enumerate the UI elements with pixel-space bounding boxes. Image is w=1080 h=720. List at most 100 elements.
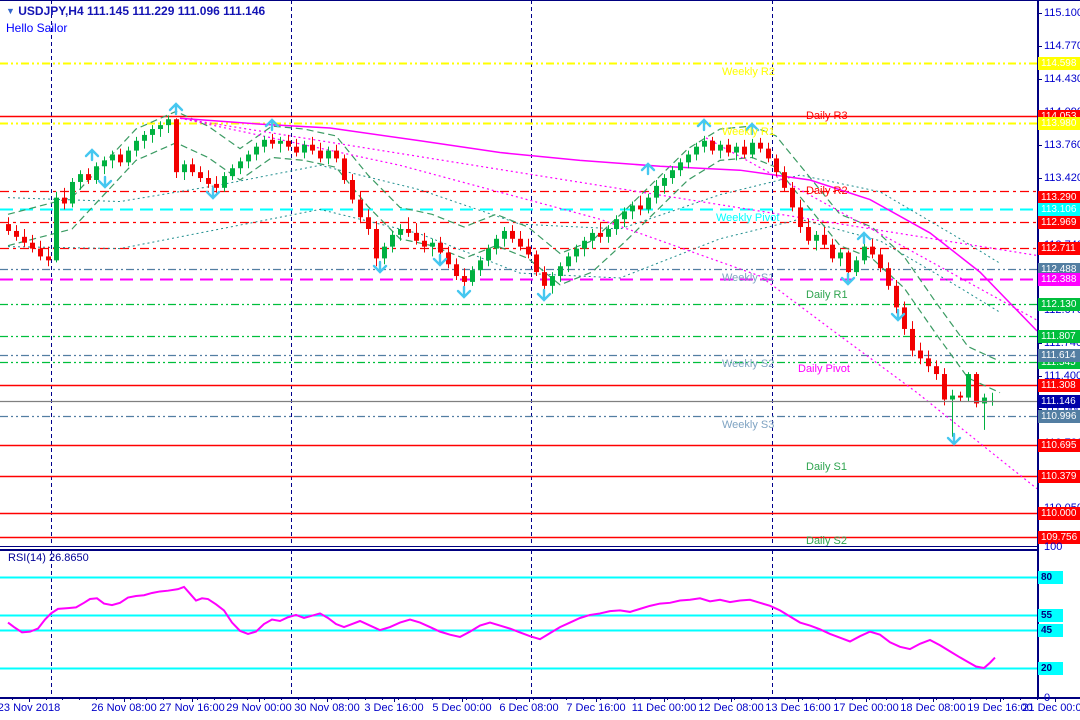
candle-body <box>870 246 875 255</box>
candle-body <box>382 246 387 259</box>
pane-separator-line1[interactable] <box>0 546 1037 547</box>
time-minor-tick <box>953 697 954 700</box>
chart-title: ▼ USDJPY,H4 111.145 111.229 111.096 111.… <box>6 4 265 18</box>
envelope-upper <box>7 110 1001 362</box>
candle-body <box>526 246 531 255</box>
rsi-indicator-pane[interactable] <box>0 550 1037 697</box>
candle-body <box>462 276 467 282</box>
candle-body <box>798 207 803 228</box>
candle-body <box>846 252 851 273</box>
date-label: 13 Dec 16:00 <box>765 702 831 714</box>
fractal-up-arrow-icon <box>856 231 872 245</box>
time-minor-tick <box>902 697 903 700</box>
candle-body <box>374 228 379 259</box>
time-minor-tick <box>852 697 853 700</box>
time-minor-tick <box>331 697 332 700</box>
time-minor-tick <box>516 697 517 700</box>
candle-body <box>94 166 99 180</box>
candle-body <box>494 238 499 249</box>
fractal-down-arrow-icon <box>432 253 448 267</box>
candle-body <box>478 260 483 271</box>
main-chart-canvas[interactable] <box>0 0 1037 546</box>
candle-body <box>982 397 987 404</box>
pane-separator-line2[interactable] <box>0 549 1037 551</box>
price-level-label: 112.969 <box>1038 216 1080 229</box>
candle-body <box>198 172 203 179</box>
candle-body <box>918 350 923 359</box>
time-minor-tick <box>180 697 181 700</box>
candle-body <box>142 134 147 141</box>
candle-body <box>158 125 163 130</box>
candle-body <box>414 232 419 241</box>
candle-body <box>190 164 195 173</box>
rsi-canvas[interactable] <box>0 550 1037 697</box>
price-level-label: 114.598 <box>1038 57 1080 70</box>
rsi-level-label: 20 <box>1038 662 1063 676</box>
time-minor-tick <box>734 697 735 700</box>
candle-body <box>734 146 739 153</box>
candle-body <box>334 150 339 159</box>
fractal-up-arrow-icon <box>696 118 712 132</box>
candle-body <box>534 254 539 273</box>
date-label: 18 Dec 08:00 <box>900 702 966 714</box>
candle-body <box>862 246 867 261</box>
date-label: 19 Dec 16:00 <box>967 702 1033 714</box>
time-tick-mark <box>1055 697 1056 702</box>
time-minor-tick <box>835 697 836 700</box>
time-minor-tick <box>550 697 551 700</box>
candle-body <box>46 256 51 261</box>
time-minor-tick <box>466 697 467 700</box>
time-minor-tick <box>482 697 483 700</box>
time-minor-tick <box>415 697 416 700</box>
time-minor-tick <box>12 697 13 700</box>
candle-body <box>838 252 843 259</box>
main-price-pane[interactable] <box>0 0 1037 546</box>
candle-body <box>790 187 795 208</box>
candle-body <box>254 146 259 155</box>
candle-body <box>646 197 651 210</box>
price-tick-mark <box>1037 178 1042 179</box>
candle-body <box>558 266 563 277</box>
candle-body <box>454 264 459 277</box>
time-tick-mark <box>866 697 867 702</box>
candle-body <box>78 174 83 182</box>
time-tick-mark <box>462 697 463 702</box>
fractal-down-arrow-icon <box>946 432 962 446</box>
time-minor-tick <box>566 697 567 700</box>
candle-body <box>30 242 35 249</box>
candle-body <box>622 211 627 220</box>
time-minor-tick <box>768 697 769 700</box>
date-label: 11 Dec 00:00 <box>631 702 697 714</box>
candle-body <box>926 358 931 367</box>
candle-body <box>510 230 515 239</box>
time-minor-tick <box>1020 697 1021 700</box>
candle-body <box>574 248 579 257</box>
time-tick-mark <box>124 697 125 702</box>
rsi-label: RSI(14) 26.8650 <box>8 552 89 564</box>
time-minor-tick <box>701 697 702 700</box>
time-minor-tick <box>634 697 635 700</box>
price-tick: 115.100 <box>1044 7 1080 19</box>
price-level-label: 110.695 <box>1038 439 1080 452</box>
time-minor-tick <box>785 697 786 700</box>
fractal-down-arrow-icon <box>205 186 221 200</box>
candle-body <box>278 140 283 144</box>
candle-body <box>406 228 411 233</box>
price-level-label: 111.614 <box>1038 349 1080 362</box>
date-label: 7 Dec 16:00 <box>566 702 626 714</box>
price-tick: 114.430 <box>1044 73 1080 85</box>
candle-body <box>182 164 187 173</box>
time-minor-tick <box>113 697 114 700</box>
symbol-ohlc-text: USDJPY,H4 111.145 111.229 111.096 111.14… <box>18 4 266 18</box>
candle-body <box>774 158 779 173</box>
candle-body <box>470 270 475 282</box>
time-minor-tick <box>46 697 47 700</box>
time-minor-tick <box>886 697 887 700</box>
fractal-down-arrow-icon <box>456 285 472 299</box>
candle-body <box>302 144 307 153</box>
candle-body <box>310 144 315 151</box>
candle-body <box>446 252 451 265</box>
candle-body <box>934 366 939 375</box>
fractal-up-arrow-icon <box>84 148 100 162</box>
